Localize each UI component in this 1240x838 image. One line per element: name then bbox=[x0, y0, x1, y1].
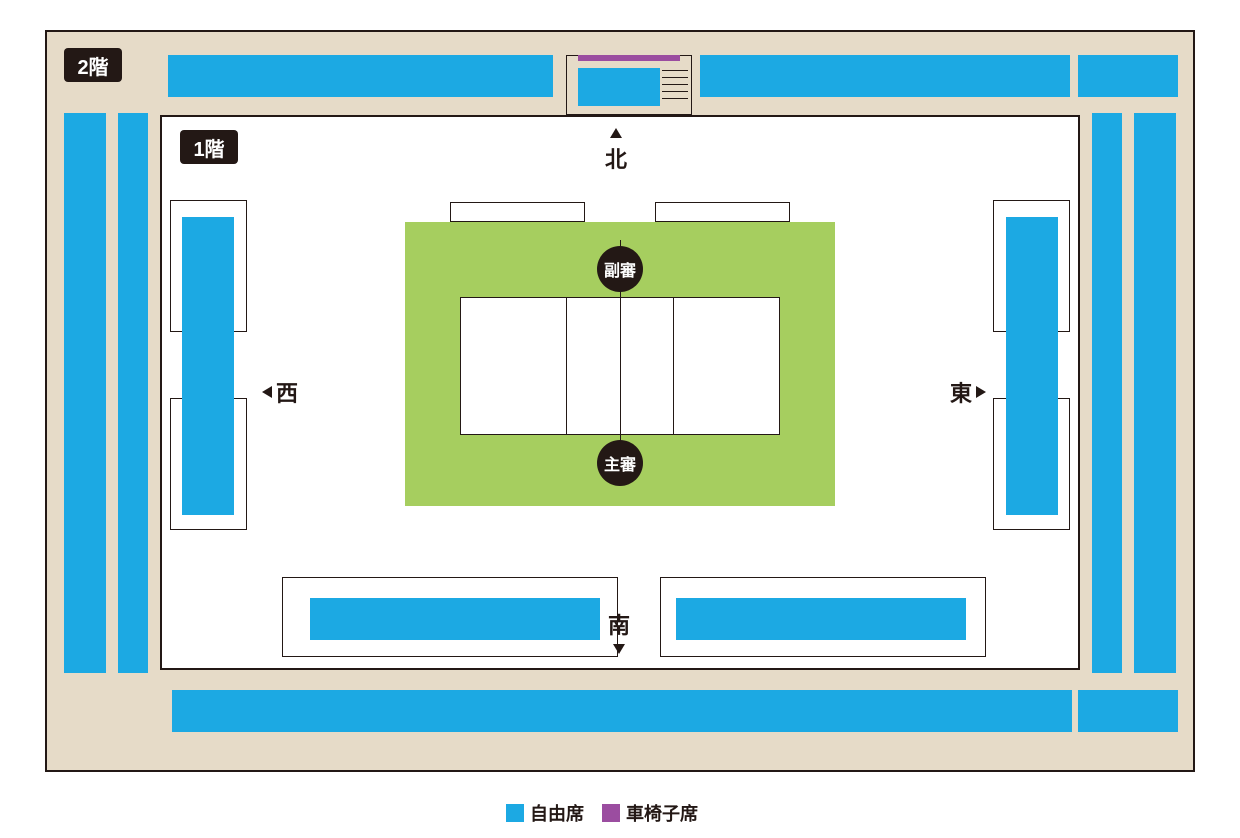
legend-item-free: 自由席 bbox=[506, 800, 584, 826]
floor-2f-label: 2階 bbox=[64, 48, 122, 82]
seat-2f-north-corner-right bbox=[1078, 55, 1178, 97]
legend-item-wheelchair: 車椅子席 bbox=[602, 800, 698, 826]
seat-2f-north-left bbox=[168, 55, 553, 97]
legend-swatch-purple bbox=[602, 804, 620, 822]
entrance-inner-seat bbox=[578, 68, 660, 106]
main-referee-label: 主審 bbox=[604, 451, 636, 475]
direction-west: 西 bbox=[262, 376, 298, 408]
assistant-referee-label: 副審 bbox=[604, 257, 636, 281]
seat-2f-north-right bbox=[700, 55, 1070, 97]
arrow-left-icon bbox=[262, 386, 272, 398]
seat-1f-east bbox=[1006, 217, 1058, 515]
seat-2f-west-outer bbox=[64, 113, 106, 673]
arrow-right-icon bbox=[976, 386, 986, 398]
seat-1f-south-right bbox=[676, 598, 966, 640]
court-line-3 bbox=[673, 297, 674, 435]
legend: 自由席 車椅子席 bbox=[506, 800, 698, 826]
seat-2f-south-corner-right bbox=[1078, 690, 1178, 732]
court-line-net bbox=[620, 297, 621, 435]
seat-2f-south bbox=[172, 690, 1072, 732]
wheelchair-seat bbox=[578, 55, 680, 61]
assistant-referee-badge: 副審 bbox=[597, 246, 643, 292]
legend-swatch-blue bbox=[506, 804, 524, 822]
arrow-down-icon bbox=[613, 644, 625, 654]
box-north-right bbox=[655, 202, 790, 222]
direction-north: 北 bbox=[605, 128, 627, 174]
seat-2f-east-outer bbox=[1134, 113, 1176, 673]
seat-1f-west bbox=[182, 217, 234, 515]
floor-1f-label: 1階 bbox=[180, 130, 238, 164]
court-line-1 bbox=[566, 297, 567, 435]
seat-2f-west-inner bbox=[118, 113, 148, 673]
stairs-line-3 bbox=[662, 84, 688, 85]
seat-1f-south-left bbox=[310, 598, 600, 640]
stairs-line-1 bbox=[662, 70, 688, 71]
direction-south: 南 bbox=[608, 608, 630, 654]
main-referee-badge: 主審 bbox=[597, 440, 643, 486]
arrow-up-icon bbox=[610, 128, 622, 138]
seat-2f-east-inner bbox=[1092, 113, 1122, 673]
stairs-line-2 bbox=[662, 77, 688, 78]
direction-east: 東 bbox=[950, 376, 986, 408]
stairs-line-4 bbox=[662, 91, 688, 92]
stairs-line-5 bbox=[662, 98, 688, 99]
box-north-left bbox=[450, 202, 585, 222]
